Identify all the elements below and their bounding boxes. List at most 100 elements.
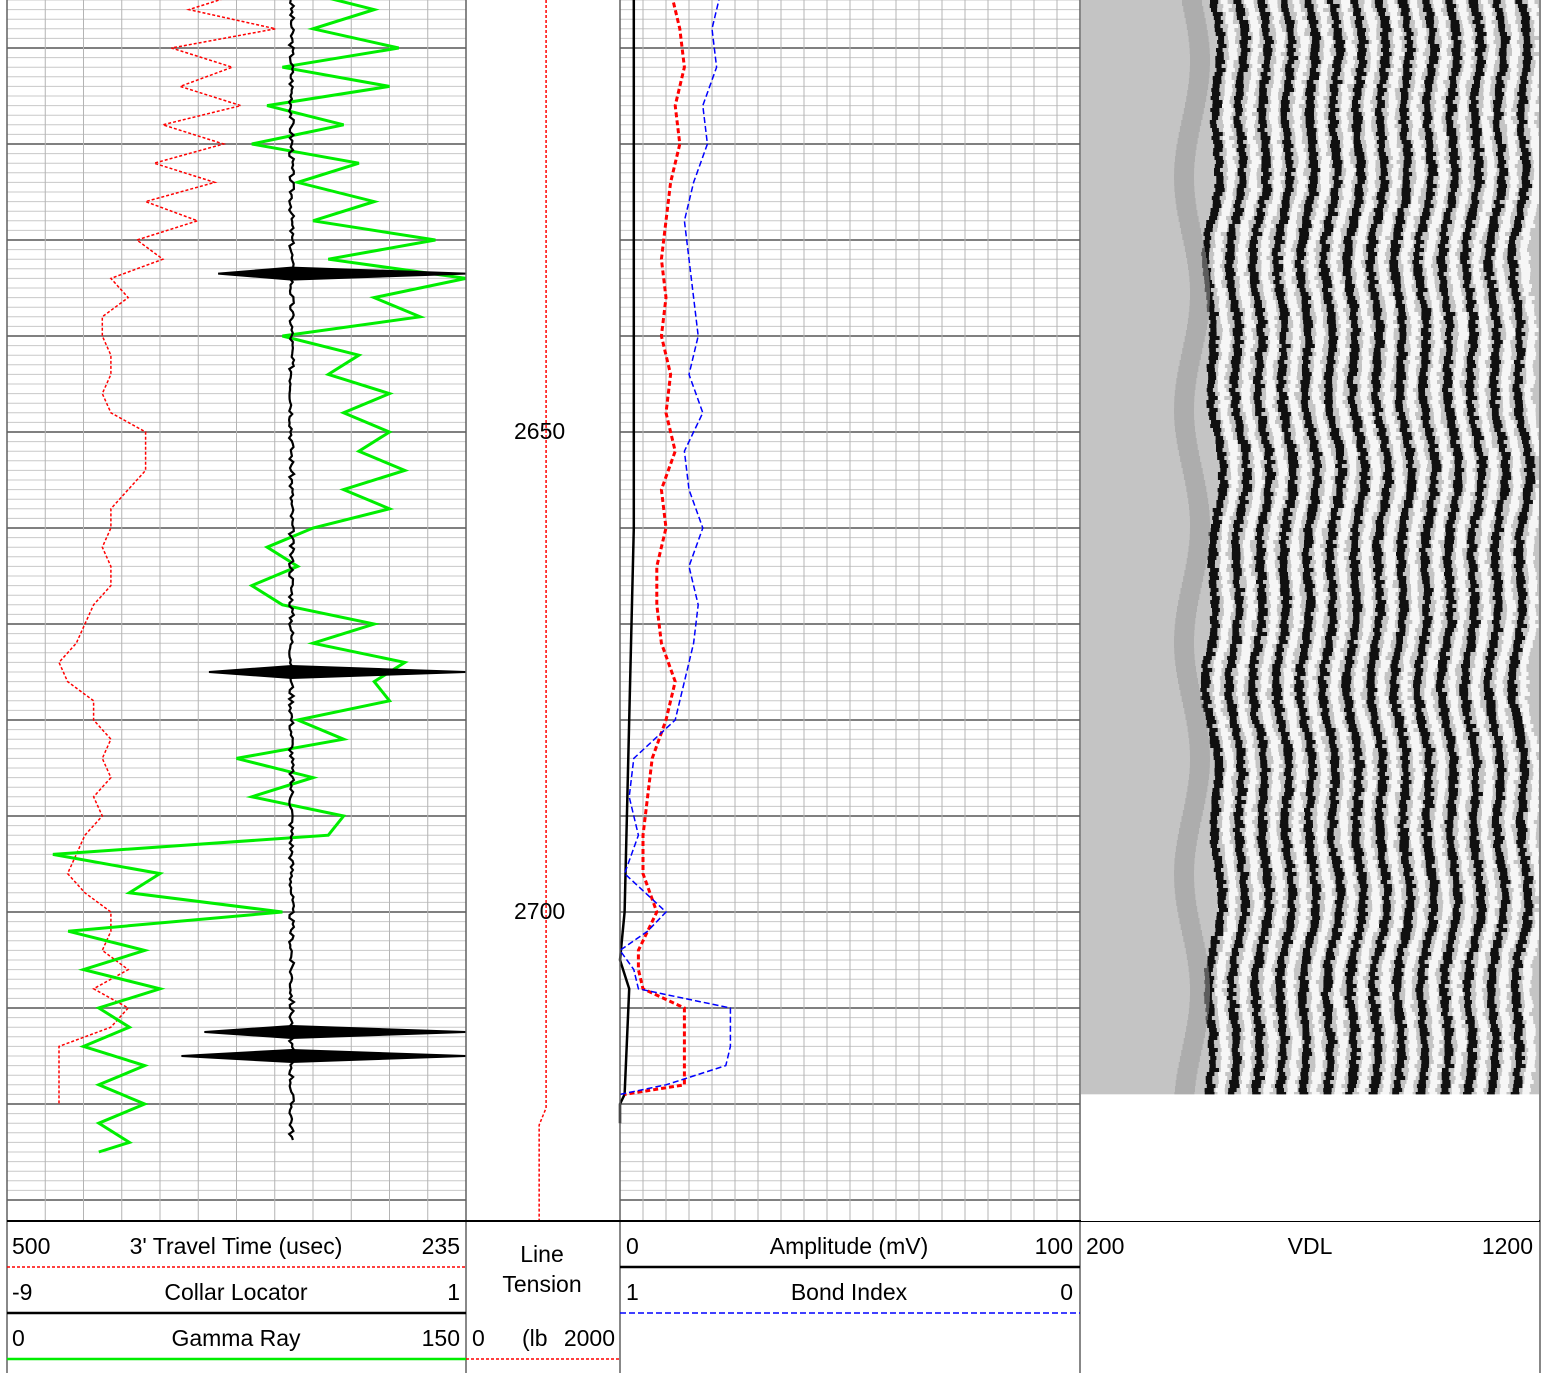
vdl-band [1295,144,1306,148]
vdl-band [1337,304,1347,308]
vdl-band [1492,568,1499,572]
vdl-band [1413,264,1423,268]
vdl-band [1344,72,1352,76]
vdl-band [1409,576,1419,580]
vdl-band [1471,120,1480,124]
vdl-band [1440,48,1447,52]
vdl-band [1236,76,1244,80]
vdl-band [1236,4,1244,8]
vdl-band [1388,96,1396,100]
vdl-band [1380,660,1391,664]
vdl-band [1217,472,1227,476]
vdl-band [1266,636,1276,640]
vdl-band [1438,20,1446,24]
vdl-band [1240,296,1251,300]
vdl-band [1431,564,1439,568]
vdl-band [1258,416,1268,420]
vdl-band [1406,484,1416,488]
vdl-band [1408,544,1417,548]
vdl-band [1287,32,1294,36]
vdl-band [1456,316,1467,320]
vdl-band [1312,648,1320,652]
vdl-band [1443,316,1453,320]
vdl-band [1365,112,1375,116]
vdl-band [1375,340,1386,344]
vdl-band [1471,432,1482,436]
vdl-band [1535,452,1543,456]
vdl-band [1486,60,1495,64]
vdl-band [1367,168,1376,172]
vdl-band [1301,304,1312,308]
vdl-band [1474,148,1485,152]
vdl-band [1390,432,1401,436]
vdl-band [1419,640,1430,644]
vdl-band [1424,600,1431,604]
vdl-band [1362,324,1371,328]
vdl-band [1261,180,1268,184]
vdl-band [1353,136,1360,140]
vdl-band [1450,80,1457,84]
vdl-band [1411,8,1420,12]
vdl-band [1471,200,1480,204]
vdl-band [1530,428,1539,432]
vdl-band [1435,520,1444,524]
vdl-band [1445,596,1455,600]
vdl-band [1260,256,1267,260]
vdl-band [1354,152,1365,156]
vdl-band [1383,544,1394,548]
vdl-band [1321,436,1328,440]
vdl-band [1418,396,1428,400]
vdl-band [1488,480,1497,484]
vdl-band [1418,652,1427,656]
vdl-band [1218,364,1225,368]
vdl-band [1518,592,1528,596]
vdl-band [1256,364,1265,368]
vdl-band [1316,96,1324,100]
vdl-band [1416,292,1424,296]
vdl-band [1203,240,1210,244]
vdl-band [1408,540,1416,544]
vdl-band [1457,524,1465,528]
vdl-band [1451,500,1458,504]
vdl-band [1387,532,1397,536]
vdl-band [1241,300,1251,304]
vdl-band [1472,668,1482,672]
vdl-band [1215,244,1224,248]
vdl-band [1398,580,1407,584]
vdl-band [1368,180,1375,184]
vdl-band [1493,612,1501,616]
vdl-band [1512,480,1523,484]
vdl-band [1362,336,1370,340]
vdl-band [1307,244,1316,248]
vdl-band [1342,252,1353,256]
vdl-band [1374,112,1383,116]
vdl-band [1459,596,1469,600]
vdl-band [1362,368,1370,372]
vdl-band [1231,216,1240,220]
vdl-band [1319,516,1328,520]
vdl-band [1296,252,1306,256]
vdl-band [1256,208,1263,212]
vdl-band [1493,116,1502,120]
vdl-band [1485,28,1494,32]
vdl-band [1394,28,1401,32]
vdl-band [1228,492,1239,496]
vdl-band [1499,68,1508,72]
vdl-band [1236,432,1244,436]
vdl-band [1232,536,1240,540]
vdl-band [1356,436,1366,440]
vdl-band [1331,24,1339,28]
vdl-band [1208,412,1217,416]
vdl-band [1426,188,1433,192]
vdl-band [1320,256,1328,260]
vdl-band [1424,260,1433,264]
vdl-band [1450,28,1460,32]
vdl-band [1422,320,1429,324]
vdl-band [1414,188,1421,192]
vdl-band [1390,68,1398,72]
vdl-band [1429,444,1439,448]
vdl-band [1223,604,1233,608]
vdl-band [1308,268,1318,272]
vdl-band [1300,52,1309,56]
vdl-band [1498,24,1506,28]
